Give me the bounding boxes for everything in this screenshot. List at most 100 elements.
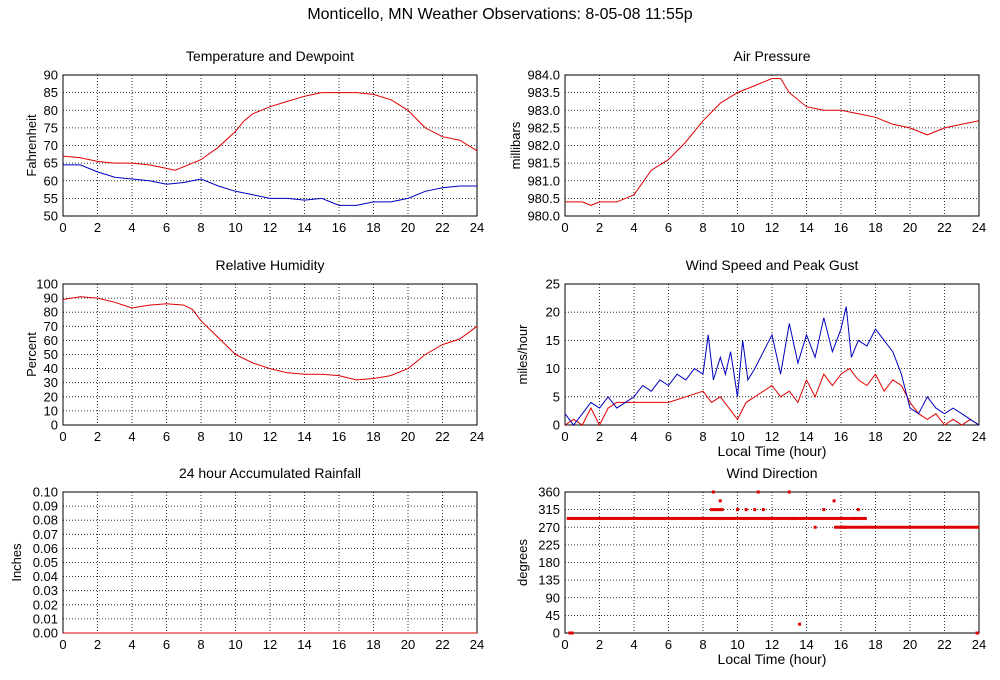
- x-tick-label: 20: [903, 637, 917, 652]
- y-tick-label: 80: [44, 103, 58, 118]
- x-tick-label: 4: [128, 637, 135, 652]
- data-point: [753, 508, 757, 512]
- x-tick-label: 2: [596, 637, 603, 652]
- y-tick-label: 70: [44, 319, 58, 334]
- y-tick-label: 0: [553, 418, 560, 433]
- data-point: [832, 499, 836, 503]
- x-tick-label: 0: [59, 637, 66, 652]
- x-tick-label: 24: [972, 637, 986, 652]
- x-tick-label: 0: [561, 429, 568, 444]
- chart-humidity: [62, 283, 478, 426]
- y-tick-label: 980.0: [527, 209, 560, 224]
- chart-rain: [62, 491, 478, 634]
- x-tick-label: 20: [903, 429, 917, 444]
- y-tick-label: 40: [44, 361, 58, 376]
- x-tick-label: 6: [163, 429, 170, 444]
- chart-temp: [62, 74, 478, 217]
- x-tick-label: 6: [665, 637, 672, 652]
- x-tick-label: 22: [937, 220, 951, 235]
- x-tick-label: 24: [470, 637, 484, 652]
- x-tick-label: 16: [332, 429, 346, 444]
- y-tick-label: 180: [538, 555, 560, 570]
- x-tick-label: 0: [561, 637, 568, 652]
- x-tick-label: 22: [937, 637, 951, 652]
- data-point: [718, 499, 722, 503]
- x-axis-label: Local Time (hour): [718, 651, 827, 667]
- data-point: [767, 516, 771, 520]
- y-tick-label: 50: [44, 347, 58, 362]
- x-tick-label: 2: [596, 220, 603, 235]
- x-tick-label: 22: [435, 220, 449, 235]
- y-tick-label: 981.0: [527, 173, 560, 188]
- y-tick-label: 5: [553, 389, 560, 404]
- y-tick-label: 50: [44, 209, 58, 224]
- y-tick-label: 0.03: [33, 583, 58, 598]
- x-tick-label: 12: [765, 637, 779, 652]
- x-tick-label: 12: [263, 637, 277, 652]
- y-tick-label: 60: [44, 333, 58, 348]
- x-tick-label: 10: [730, 429, 744, 444]
- x-tick-label: 4: [630, 429, 637, 444]
- series-line: [564, 306, 980, 426]
- plot-frame: [62, 74, 478, 217]
- y-tick-label: 981.5: [527, 156, 560, 171]
- chart-wind: [564, 283, 980, 427]
- x-tick-label: 16: [332, 637, 346, 652]
- x-tick-label: 20: [401, 637, 415, 652]
- x-tick-label: 4: [128, 429, 135, 444]
- x-tick-label: 14: [799, 637, 813, 652]
- y-tick-label: 0: [51, 418, 58, 433]
- x-tick-label: 22: [435, 429, 449, 444]
- y-axis-label: Fahrenheit: [24, 114, 39, 177]
- x-tick-label: 14: [799, 429, 813, 444]
- y-tick-label: 0.09: [33, 499, 58, 514]
- y-tick-label: 90: [44, 291, 58, 306]
- y-tick-label: 270: [538, 520, 560, 535]
- y-tick-label: 0.06: [33, 541, 58, 556]
- y-axis-label: degrees: [515, 539, 530, 586]
- y-tick-label: 80: [44, 305, 58, 320]
- x-tick-label: 24: [470, 220, 484, 235]
- series-line: [564, 367, 980, 427]
- y-tick-label: 60: [44, 173, 58, 188]
- data-point: [756, 490, 760, 494]
- x-tick-label: 10: [228, 429, 242, 444]
- series-line: [63, 164, 477, 206]
- page-title: Monticello, MN Weather Observations: 8-0…: [307, 6, 693, 23]
- y-tick-label: 20: [44, 389, 58, 404]
- y-tick-label: 65: [44, 156, 58, 171]
- x-tick-label: 6: [163, 220, 170, 235]
- x-tick-label: 6: [665, 220, 672, 235]
- y-tick-label: 980.5: [527, 191, 560, 206]
- chart-title: Temperature and Dewpoint: [186, 48, 354, 64]
- chart-winddir: [564, 490, 980, 635]
- x-tick-label: 6: [163, 637, 170, 652]
- x-tick-label: 24: [972, 220, 986, 235]
- x-tick-label: 2: [94, 637, 101, 652]
- x-tick-label: 14: [297, 429, 311, 444]
- data-point: [761, 508, 765, 512]
- x-tick-label: 8: [197, 220, 204, 235]
- y-tick-label: 225: [538, 537, 560, 552]
- x-tick-label: 14: [799, 220, 813, 235]
- series-line: [62, 296, 478, 381]
- x-tick-label: 16: [834, 637, 848, 652]
- x-tick-label: 0: [561, 220, 568, 235]
- x-tick-label: 2: [94, 429, 101, 444]
- y-tick-label: 135: [538, 573, 560, 588]
- y-tick-label: 0.07: [33, 527, 58, 542]
- x-tick-label: 12: [765, 429, 779, 444]
- x-tick-label: 6: [665, 429, 672, 444]
- y-tick-label: 75: [44, 120, 58, 135]
- y-tick-label: 70: [44, 138, 58, 153]
- y-tick-label: 20: [546, 305, 560, 320]
- y-tick-label: 0.10: [33, 485, 58, 500]
- y-tick-label: 983.0: [527, 103, 560, 118]
- y-tick-label: 982.0: [527, 138, 560, 153]
- x-tick-label: 10: [730, 637, 744, 652]
- plot-frame: [564, 491, 980, 634]
- y-tick-label: 0.00: [33, 626, 58, 641]
- y-tick-label: 0: [553, 626, 560, 641]
- y-tick-label: 90: [44, 68, 58, 83]
